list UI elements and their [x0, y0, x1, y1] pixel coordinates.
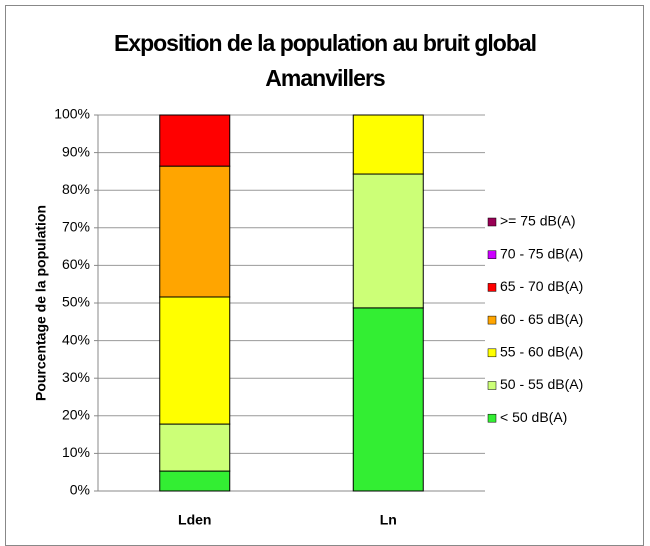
y-tick-label: 50% [62, 294, 90, 310]
x-tick-label: Lden [178, 512, 211, 528]
x-tick-label: Ln [380, 512, 397, 528]
legend-swatch [487, 217, 497, 227]
bar-segment [159, 423, 231, 472]
y-tick-label: 100% [54, 106, 90, 122]
legend-swatch [487, 348, 497, 358]
legend-swatch [487, 413, 497, 423]
chart-frame [5, 5, 644, 546]
y-tick-label: 40% [62, 331, 90, 347]
legend-swatch [487, 250, 497, 259]
y-tick-label: 70% [62, 219, 90, 235]
bar-segment [159, 470, 231, 492]
bar-segment [352, 114, 424, 175]
legend-label: 55 - 60 dB(A) [500, 344, 583, 360]
bar-segment [159, 165, 231, 298]
y-axis-label: Pourcentage de la population [33, 205, 49, 401]
y-tick-label: 30% [62, 369, 90, 385]
chart-subtitle: Amanvillers [265, 65, 385, 91]
y-tick-label: 90% [62, 143, 90, 159]
bar-segment [159, 114, 231, 167]
bar-segment [352, 307, 424, 492]
legend-label: 60 - 65 dB(A) [500, 311, 583, 327]
bar-segment [352, 173, 424, 309]
chart-title: Exposition de la population au bruit glo… [114, 30, 536, 56]
y-tick-label: 0% [70, 482, 90, 498]
legend-swatch [487, 381, 497, 390]
bar-segment [159, 296, 231, 425]
legend-swatch [487, 315, 497, 325]
y-tick-label: 80% [62, 181, 90, 197]
legend-swatch [487, 283, 497, 292]
legend-label: >= 75 dB(A) [500, 213, 576, 229]
legend-label: < 50 dB(A) [500, 409, 567, 425]
legend-label: 65 - 70 dB(A) [500, 278, 583, 294]
legend-label: 70 - 75 dB(A) [500, 245, 583, 261]
y-tick-label: 20% [62, 407, 90, 423]
y-tick-label: 60% [62, 256, 90, 272]
legend-label: 50 - 55 dB(A) [500, 376, 583, 392]
y-tick-label: 10% [62, 444, 90, 460]
